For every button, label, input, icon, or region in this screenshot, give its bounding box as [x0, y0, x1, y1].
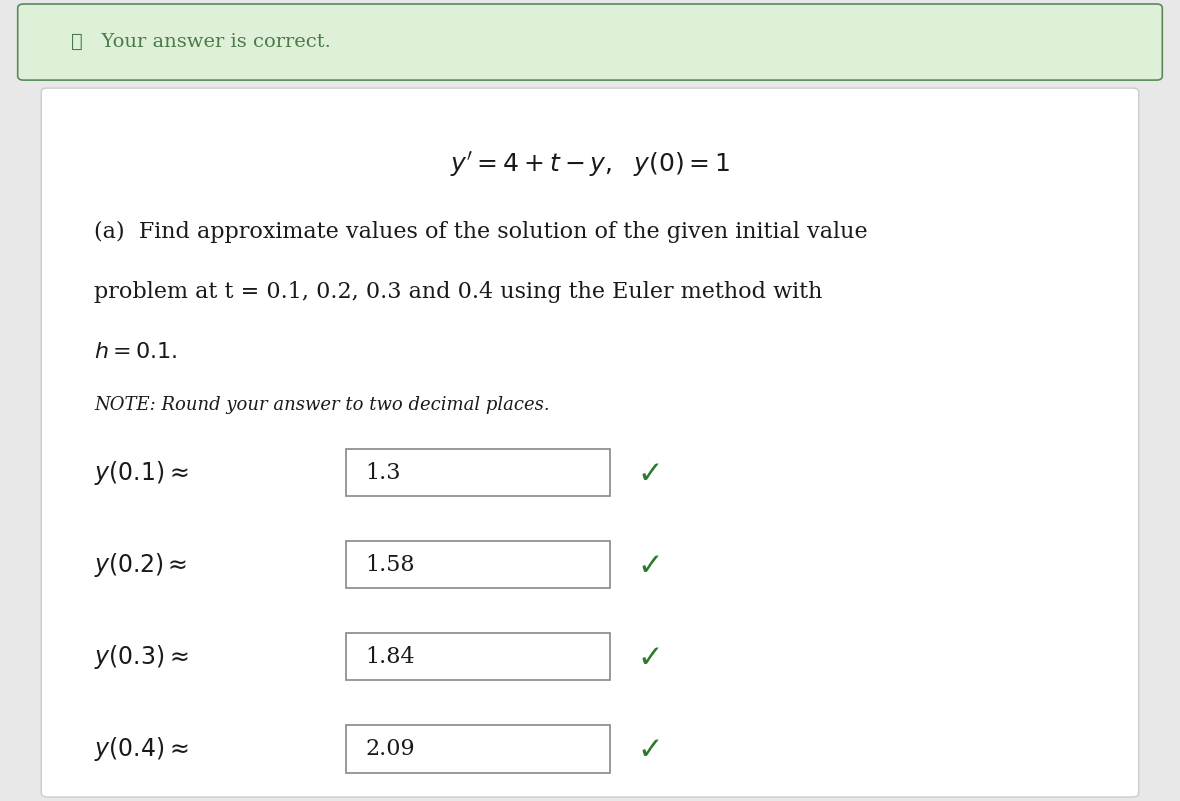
FancyBboxPatch shape: [346, 449, 610, 496]
Text: $y(0.1) \approx$: $y(0.1) \approx$: [94, 459, 189, 486]
Text: NOTE: Round your answer to two decimal places.: NOTE: Round your answer to two decimal p…: [94, 396, 550, 413]
Text: ✓   Your answer is correct.: ✓ Your answer is correct.: [71, 33, 330, 51]
Text: problem at t = 0.1, 0.2, 0.3 and 0.4 using the Euler method with: problem at t = 0.1, 0.2, 0.3 and 0.4 usi…: [94, 281, 822, 304]
Text: 1.58: 1.58: [366, 553, 415, 576]
Text: $\checkmark$: $\checkmark$: [637, 642, 660, 672]
FancyBboxPatch shape: [41, 88, 1139, 797]
Text: $y(0.3) \approx$: $y(0.3) \approx$: [94, 643, 189, 670]
Text: $\checkmark$: $\checkmark$: [637, 457, 660, 488]
Text: $h = 0.1.$: $h = 0.1.$: [94, 341, 178, 364]
Text: $y(0.4) \approx$: $y(0.4) \approx$: [94, 735, 189, 763]
Text: $y' = 4+t-y, \ \ y(0) = 1$: $y' = 4+t-y, \ \ y(0) = 1$: [450, 150, 730, 179]
Text: $\checkmark$: $\checkmark$: [637, 734, 660, 764]
FancyBboxPatch shape: [18, 4, 1162, 80]
FancyBboxPatch shape: [346, 633, 610, 680]
FancyBboxPatch shape: [346, 541, 610, 588]
Text: $\checkmark$: $\checkmark$: [637, 549, 660, 580]
Text: $y(0.2) \approx$: $y(0.2) \approx$: [94, 551, 188, 578]
FancyBboxPatch shape: [346, 725, 610, 772]
Text: 1.84: 1.84: [366, 646, 415, 668]
Text: (a)  Find approximate values of the solution of the given initial value: (a) Find approximate values of the solut…: [94, 221, 868, 244]
Text: 1.3: 1.3: [366, 461, 401, 484]
Text: 2.09: 2.09: [366, 738, 415, 760]
